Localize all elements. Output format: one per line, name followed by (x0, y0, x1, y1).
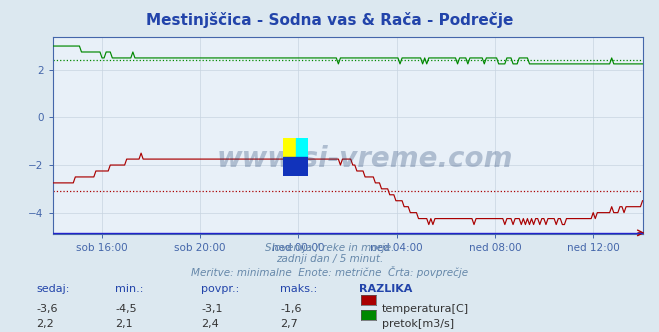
Text: www.si-vreme.com: www.si-vreme.com (217, 145, 513, 173)
Text: povpr.:: povpr.: (201, 284, 239, 294)
Bar (283, 157, 308, 176)
Bar (283, 138, 296, 157)
Text: -4,5: -4,5 (115, 304, 137, 314)
Text: Slovenija / reke in morje.: Slovenija / reke in morje. (265, 243, 394, 253)
Text: Meritve: minimalne  Enote: metrične  Črta: povprečje: Meritve: minimalne Enote: metrične Črta:… (191, 266, 468, 278)
Text: maks.:: maks.: (280, 284, 318, 294)
Text: -3,6: -3,6 (36, 304, 58, 314)
Text: RAZLIKA: RAZLIKA (359, 284, 413, 294)
Bar (296, 138, 308, 157)
Text: pretok[m3/s]: pretok[m3/s] (382, 319, 454, 329)
Text: -3,1: -3,1 (201, 304, 223, 314)
Text: min.:: min.: (115, 284, 144, 294)
Text: 2,4: 2,4 (201, 319, 219, 329)
Text: zadnji dan / 5 minut.: zadnji dan / 5 minut. (276, 254, 383, 264)
Text: 2,2: 2,2 (36, 319, 54, 329)
Text: 2,1: 2,1 (115, 319, 133, 329)
Text: temperatura[C]: temperatura[C] (382, 304, 469, 314)
Text: Mestinjščica - Sodna vas & Rača - Podrečje: Mestinjščica - Sodna vas & Rača - Podreč… (146, 12, 513, 28)
Text: sedaj:: sedaj: (36, 284, 70, 294)
Text: -1,6: -1,6 (280, 304, 302, 314)
Text: 2,7: 2,7 (280, 319, 298, 329)
